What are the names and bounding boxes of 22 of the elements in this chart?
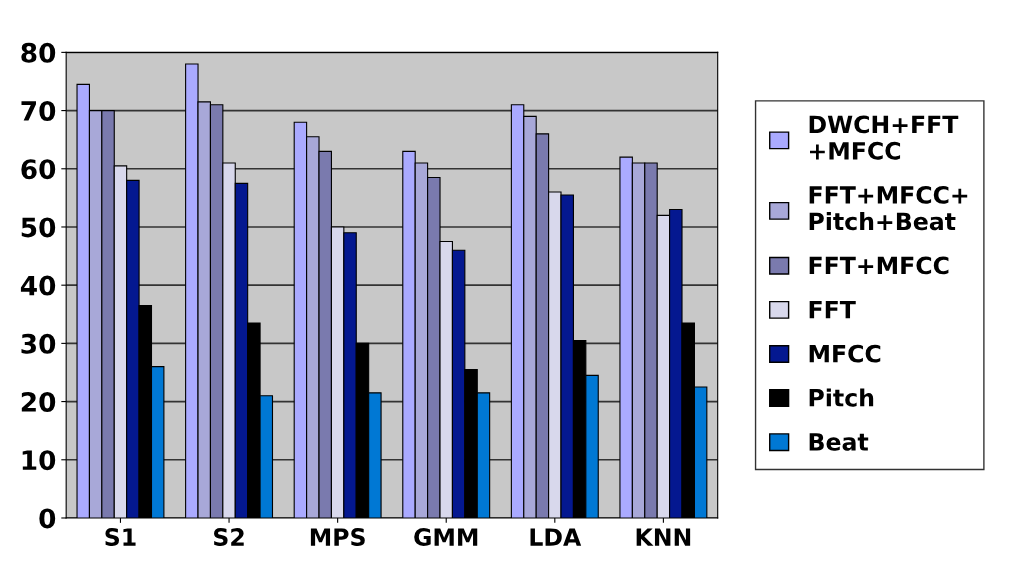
y-tick-label: 80 [21,42,56,63]
x-tick-label: GMM [414,528,478,546]
legend-label: MFCC [809,344,881,363]
y-tick-label: 50 [21,217,56,238]
legend-label: FFT+MFCC+ Pitch+Beat [809,185,968,231]
x-tick-label: MPS [310,528,365,546]
y-tick-label: 20 [21,392,56,412]
y-tick-label: 60 [21,159,56,180]
legend-label: FFT [809,300,856,319]
y-tick-label: 70 [21,101,56,121]
x-tick-label: S1 [105,528,136,546]
legend-label: DWCH+FFT +MFCC [809,115,959,160]
legend-label: Pitch [809,388,874,407]
y-tick-label: 30 [21,333,56,354]
y-tick-label: 0 [39,508,56,529]
x-tick-label: KNN [636,528,691,546]
y-tick-label: 10 [22,450,56,471]
y-tick-label: 40 [20,275,56,296]
x-tick-label: LDA [530,528,582,546]
legend-label: FFT+MFCC [809,256,949,275]
legend-label: Beat [809,433,869,451]
x-tick-label: S2 [214,528,244,546]
